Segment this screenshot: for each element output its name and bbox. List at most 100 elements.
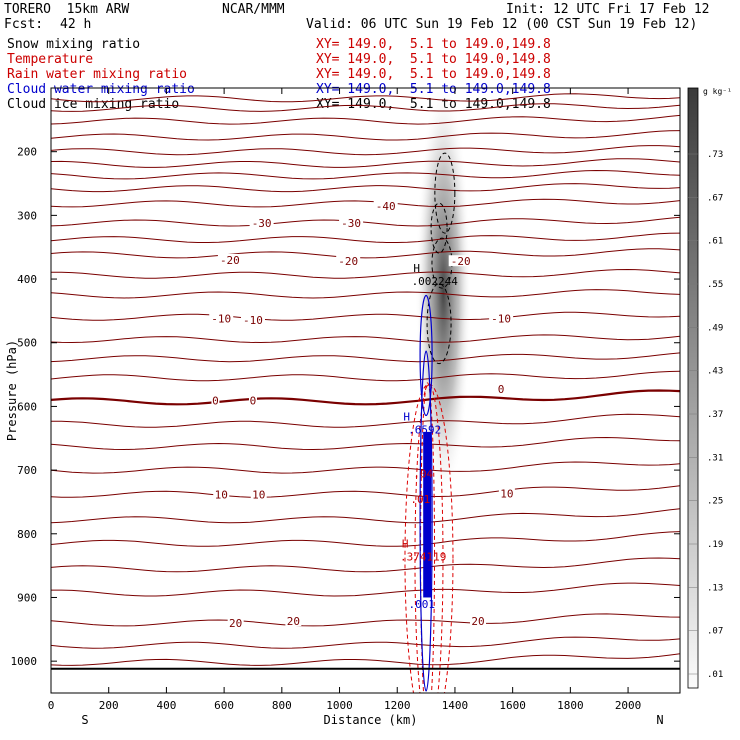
field-name-2: Rain water mixing ratio bbox=[7, 67, 188, 82]
minor-contour-label: .01 bbox=[410, 493, 430, 506]
temperature-label: 20 bbox=[471, 615, 484, 628]
x-tick-label: 1200 bbox=[384, 699, 411, 712]
temperature-label: 10 bbox=[252, 488, 265, 501]
temperature-label-bg bbox=[285, 615, 302, 627]
temperature-contour bbox=[51, 268, 680, 279]
temperature-label: 20 bbox=[287, 615, 300, 628]
colorbar-label: .13 bbox=[707, 583, 723, 593]
y-tick-label: 500 bbox=[17, 337, 37, 350]
colorbar-label: .67 bbox=[707, 193, 723, 203]
x-tick-label: 1800 bbox=[557, 699, 584, 712]
field-name-3: Cloud water mixing ratio bbox=[7, 82, 195, 97]
max-value: .6592 bbox=[408, 423, 441, 436]
colorbar-label: .37 bbox=[707, 410, 723, 420]
temperature-contour bbox=[51, 232, 680, 243]
temperature-contour bbox=[51, 508, 680, 524]
end-label-right: N bbox=[656, 713, 663, 727]
temperature-label: -10 bbox=[491, 313, 511, 326]
colorbar-label: .73 bbox=[707, 150, 723, 160]
max-symbol: H bbox=[402, 538, 409, 551]
minor-contour-label: .001 bbox=[409, 598, 436, 611]
plot-frame bbox=[50, 87, 681, 694]
x-tick-label: 1400 bbox=[442, 699, 469, 712]
field-xy-0: XY= 149.0, 5.1 to 149.0,149.8 bbox=[316, 37, 551, 52]
temperature-label: 0 bbox=[498, 383, 505, 396]
temperature-label-bg bbox=[470, 615, 487, 627]
temperature-label-bg bbox=[336, 255, 361, 267]
temperature-label: -10 bbox=[211, 313, 231, 326]
center-name: NCAR/MMM bbox=[222, 2, 285, 17]
colorbar bbox=[687, 87, 699, 689]
temperature-label-bg bbox=[250, 488, 267, 500]
x-tick-label: 0 bbox=[48, 699, 55, 712]
cloud-water-contour bbox=[419, 350, 433, 692]
cloud-water-core bbox=[423, 431, 432, 598]
colorbar-label: .19 bbox=[707, 540, 723, 550]
temperature-label: 10 bbox=[215, 488, 228, 501]
end-label-left: S bbox=[81, 713, 88, 727]
temperature-contour bbox=[51, 311, 680, 321]
temperature-label-bg bbox=[339, 217, 364, 229]
temperature-label-bg bbox=[211, 394, 220, 406]
max-symbol: H bbox=[413, 262, 420, 275]
y-tick-label: 400 bbox=[17, 273, 37, 286]
max-symbol: H bbox=[403, 410, 410, 423]
x-tick-label: 800 bbox=[272, 699, 292, 712]
temperature-label-bg bbox=[249, 217, 274, 229]
temperature-label: -40 bbox=[376, 200, 396, 213]
rain-water-contour bbox=[404, 383, 454, 693]
y-tick-label: 900 bbox=[17, 591, 37, 604]
temperature-contour bbox=[51, 93, 680, 103]
model-name: TORERO 15km ARW bbox=[4, 2, 130, 17]
fcst-label: Fcst: bbox=[4, 17, 44, 32]
temperature-contour bbox=[51, 370, 680, 382]
y-axis-label: Pressure (hPa) bbox=[5, 340, 19, 441]
temperature-label: -10 bbox=[243, 314, 263, 327]
temperature-contour bbox=[51, 145, 680, 156]
temperature-contour bbox=[51, 183, 680, 193]
temperature-contour bbox=[51, 582, 680, 597]
temperature-label-bg bbox=[498, 487, 515, 499]
colorbar-label: .43 bbox=[707, 367, 723, 377]
temperature-contour bbox=[51, 216, 680, 227]
temperature-label: 10 bbox=[500, 488, 513, 501]
cloud-ice-contour bbox=[434, 152, 456, 234]
temperature-contour bbox=[51, 289, 680, 299]
y-tick-label: 600 bbox=[17, 400, 37, 413]
y-tick-label: 700 bbox=[17, 464, 37, 477]
temperature-contour bbox=[51, 334, 680, 344]
x-tick-label: 400 bbox=[156, 699, 176, 712]
temperature-contour bbox=[51, 198, 680, 208]
temperature-contour bbox=[51, 613, 680, 627]
temperature-label-bg bbox=[240, 313, 265, 325]
colorbar-label: .01 bbox=[707, 670, 723, 680]
temperature-label: -20 bbox=[451, 255, 471, 268]
field-name-4: Cloud ice mixing ratio bbox=[7, 97, 180, 112]
temperature-contour bbox=[51, 248, 680, 259]
rain-water-contour bbox=[420, 382, 436, 693]
valid-time: Valid: 06 UTC Sun 19 Feb 12 (00 CST Sun … bbox=[306, 17, 698, 32]
cloud-ice-contour bbox=[426, 283, 452, 365]
temperature-label-bg bbox=[217, 253, 242, 265]
temperature-label-bg bbox=[209, 312, 234, 324]
colorbar-label: .55 bbox=[707, 280, 723, 290]
field-xy-1: XY= 149.0, 5.1 to 149.0,149.8 bbox=[316, 52, 551, 67]
y-tick-label: 800 bbox=[17, 528, 37, 541]
colorbar-label: .49 bbox=[707, 323, 723, 333]
temperature-label: -20 bbox=[338, 255, 358, 268]
temperature-contour bbox=[51, 158, 680, 168]
init-time: Init: 12 UTC Fri 17 Feb 12 bbox=[506, 2, 710, 17]
cloud-ice-contour bbox=[430, 202, 448, 254]
temperature-contour bbox=[51, 389, 680, 406]
temperature-label-bg bbox=[248, 394, 257, 406]
rain-water-contour bbox=[414, 383, 444, 693]
temperature-contour bbox=[51, 413, 680, 428]
temperature-label-bg bbox=[213, 488, 230, 500]
temperature-label: 0 bbox=[212, 395, 219, 408]
temperature-label-bg bbox=[497, 383, 506, 395]
x-tick-label: 1000 bbox=[326, 699, 353, 712]
cloud-water-contour bbox=[419, 294, 433, 417]
field-name-1: Temperature bbox=[7, 52, 94, 67]
temperature-label: -30 bbox=[252, 217, 272, 230]
